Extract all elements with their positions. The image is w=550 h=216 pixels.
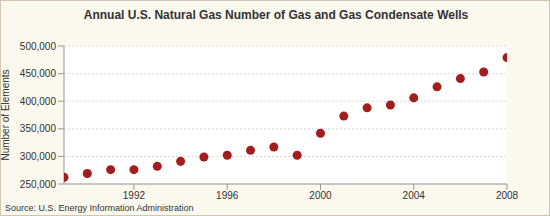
svg-text:250,000: 250,000 bbox=[20, 179, 57, 190]
svg-text:Number of Elements: Number of Elements bbox=[8, 69, 11, 160]
svg-text:500,000: 500,000 bbox=[20, 41, 57, 52]
svg-text:400,000: 400,000 bbox=[20, 96, 57, 107]
svg-text:450,000: 450,000 bbox=[20, 68, 57, 79]
svg-text:2004: 2004 bbox=[403, 190, 426, 201]
svg-text:2008: 2008 bbox=[496, 190, 519, 201]
svg-text:1992: 1992 bbox=[123, 190, 146, 201]
svg-text:1996: 1996 bbox=[216, 190, 239, 201]
svg-text:2000: 2000 bbox=[309, 190, 332, 201]
svg-text:350,000: 350,000 bbox=[20, 123, 57, 134]
svg-text:300,000: 300,000 bbox=[20, 151, 57, 162]
html-text:Source: U.S. Energy Informatio: Source: U.S. Energy Information Administ… bbox=[5, 203, 194, 213]
html-text:Annual U.S. Natural Gas Number: Annual U.S. Natural Gas Number of Gas an… bbox=[83, 8, 469, 22]
